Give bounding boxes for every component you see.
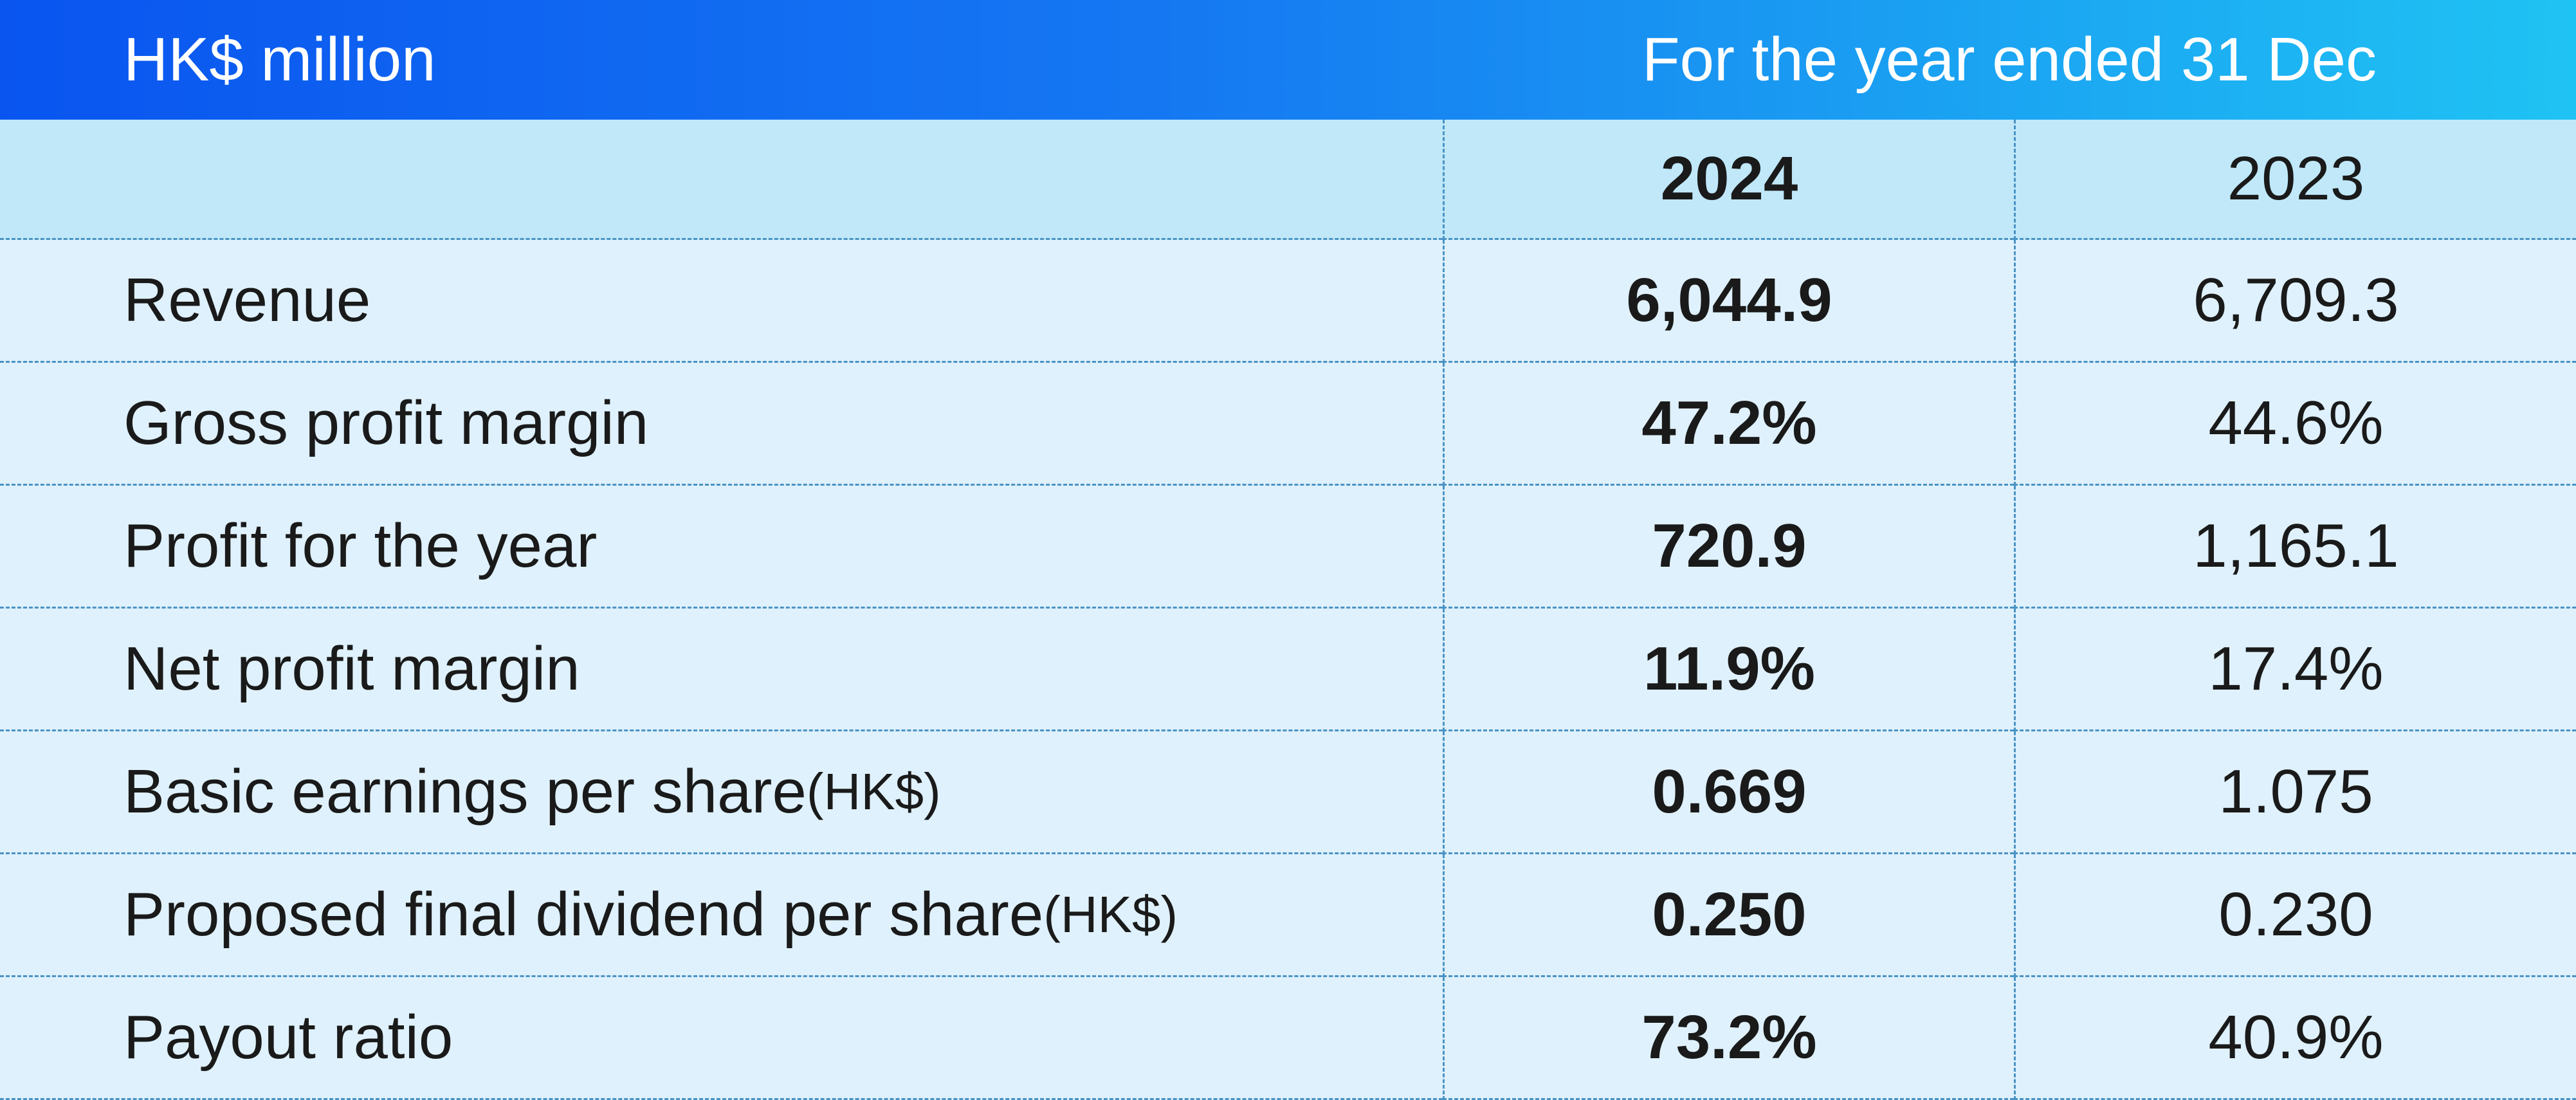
value-text: 44.6% [2208, 389, 2384, 457]
row-unit: (HK$) [1043, 886, 1178, 943]
row-label-cell: Revenue [0, 240, 1443, 363]
value-text: 47.2% [1641, 389, 1817, 457]
value-text: 73.2% [1641, 1003, 1817, 1072]
value-cell: 0.230 [2014, 854, 2576, 977]
table-header-bar: HK$ million For the year ended 31 Dec [0, 0, 2576, 120]
value-cell: 6,044.9 [1443, 240, 2014, 363]
row-label: Profit for the year [123, 511, 598, 580]
value-cell: 17.4% [2014, 609, 2576, 731]
empty-header-cell [0, 120, 1443, 240]
row-label: Revenue [123, 266, 371, 335]
row-label: Basic earnings per share [123, 757, 807, 826]
row-label: Proposed final dividend per share [123, 880, 1044, 949]
value-cell: 11.9% [1443, 609, 2014, 731]
value-cell: 1,165.1 [2014, 486, 2576, 609]
row-label-cell: Proposed final dividend per share (HK$) [0, 854, 1443, 977]
row-label: Net profit margin [123, 634, 580, 703]
value-cell: 1.075 [2014, 731, 2576, 854]
value-text: 720.9 [1652, 511, 1807, 580]
value-text: 1,165.1 [2193, 511, 2399, 580]
value-text: 17.4% [2208, 634, 2384, 703]
row-label-cell: Basic earnings per share (HK$) [0, 731, 1443, 854]
data-table: 2024 2023 Revenue 6,044.9 6,709.3 Gross pro… [0, 120, 2576, 1100]
row-label-cell: Profit for the year [0, 486, 1443, 609]
value-text: 0.669 [1652, 757, 1807, 826]
row-label-cell: Gross profit margin [0, 363, 1443, 486]
row-label-cell: Payout ratio [0, 977, 1443, 1100]
value-cell: 0.250 [1443, 854, 2014, 977]
value-cell: 0.669 [1443, 731, 2014, 854]
value-cell: 40.9% [2014, 977, 2576, 1100]
row-label: Payout ratio [123, 1003, 453, 1072]
unit-label: HK$ million [123, 25, 436, 94]
column-header-text: 2023 [2227, 144, 2365, 213]
value-text: 6,709.3 [2193, 266, 2399, 335]
column-header: 2023 [2014, 120, 2576, 240]
row-label-cell: Net profit margin [0, 609, 1443, 731]
value-text: 0.230 [2218, 880, 2373, 949]
row-unit: (HK$) [806, 763, 941, 820]
value-text: 6,044.9 [1626, 266, 1832, 335]
period-label: For the year ended 31 Dec [1641, 25, 2377, 94]
value-cell: 47.2% [1443, 363, 2014, 486]
column-header: 2024 [1443, 120, 2014, 240]
column-header-text: 2024 [1660, 144, 1798, 213]
value-text: 40.9% [2208, 1003, 2384, 1072]
value-cell: 6,709.3 [2014, 240, 2576, 363]
value-text: 1.075 [2218, 757, 2373, 826]
value-text: 0.250 [1652, 880, 1807, 949]
row-label: Gross profit margin [123, 389, 649, 457]
value-cell: 73.2% [1443, 977, 2014, 1100]
value-cell: 44.6% [2014, 363, 2576, 486]
value-cell: 720.9 [1443, 486, 2014, 609]
value-text: 11.9% [1643, 634, 1815, 703]
